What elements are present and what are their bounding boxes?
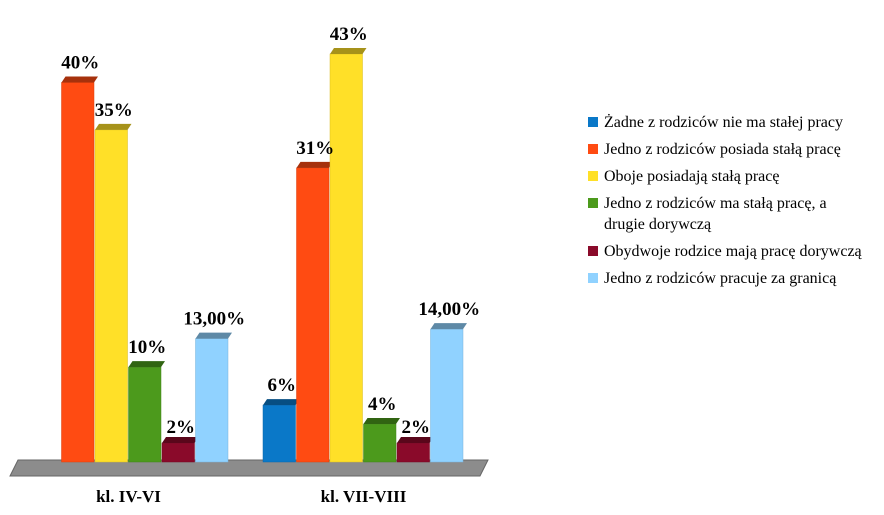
value-label: 2% — [402, 417, 431, 438]
bar — [363, 423, 397, 463]
bar — [296, 167, 330, 463]
legend-swatch — [588, 273, 598, 283]
legend-label: Obydwoje rodzice mają pracę dorywczą — [604, 243, 862, 260]
bar — [262, 404, 296, 463]
legend-label: Oboje posiadają stałą pracę — [604, 168, 780, 185]
bar-top — [95, 123, 132, 130]
legend-label: Jedno z rodziców pracuje za granicą — [604, 270, 837, 287]
legend: Żadne z rodziców nie ma stałej pracy Jedn… — [588, 112, 868, 295]
floor — [9, 459, 489, 477]
legend-swatch — [588, 144, 598, 154]
value-label: 35% — [95, 100, 133, 121]
legend-item: Oboje posiadają stałą pracę — [588, 166, 868, 187]
bar-top — [296, 161, 333, 168]
bar-top — [263, 399, 300, 406]
value-label: 43% — [330, 24, 368, 45]
value-label: 31% — [296, 138, 334, 159]
bar — [195, 338, 229, 463]
bar — [161, 442, 195, 463]
legend-swatch — [588, 117, 598, 127]
bar — [128, 366, 162, 463]
bars — [61, 47, 467, 463]
bar — [61, 82, 95, 463]
bar — [329, 53, 363, 463]
legend-item: Jedno z rodziców pracuje za granicą — [588, 268, 868, 289]
value-label: 10% — [128, 337, 166, 358]
bar — [396, 442, 430, 463]
legend-label: Jedno z rodziców ma stałą pracę, a drugi… — [604, 195, 827, 233]
legend-item: Jedno z rodziców posiada stałą pracę — [588, 139, 868, 160]
bar-top — [128, 361, 165, 368]
legend-label: Jedno z rodziców posiada stałą pracę — [604, 141, 841, 158]
legend-item: Żadne z rodziców nie ma stałej pracy — [588, 112, 868, 133]
x-tick-label: kl. VII-VIII — [321, 487, 407, 506]
legend-swatch — [588, 246, 598, 256]
legend-swatch — [588, 198, 598, 208]
bar-top — [430, 323, 467, 330]
bar-top — [330, 47, 367, 54]
bar-top — [195, 332, 232, 339]
legend-item: Jedno z rodziców ma stałą pracę, a drugi… — [588, 193, 868, 235]
legend-swatch — [588, 171, 598, 181]
value-label: 40% — [61, 52, 99, 73]
value-label: 14,00% — [418, 299, 480, 320]
bar-top — [162, 437, 199, 444]
value-label: 4% — [368, 394, 397, 415]
x-tick-label: kl. IV-VI — [96, 487, 161, 506]
legend-item: Obydwoje rodzice mają pracę dorywczą — [588, 241, 868, 262]
value-label: 2% — [167, 417, 196, 438]
bar-top — [363, 418, 400, 425]
bar — [94, 129, 128, 463]
value-label: 6% — [268, 375, 297, 396]
legend-label: Żadne z rodziców nie ma stałej pracy — [604, 114, 843, 131]
bar-top — [61, 76, 98, 83]
value-label: 13,00% — [183, 309, 245, 330]
bar — [430, 328, 464, 463]
bar-top — [397, 437, 434, 444]
